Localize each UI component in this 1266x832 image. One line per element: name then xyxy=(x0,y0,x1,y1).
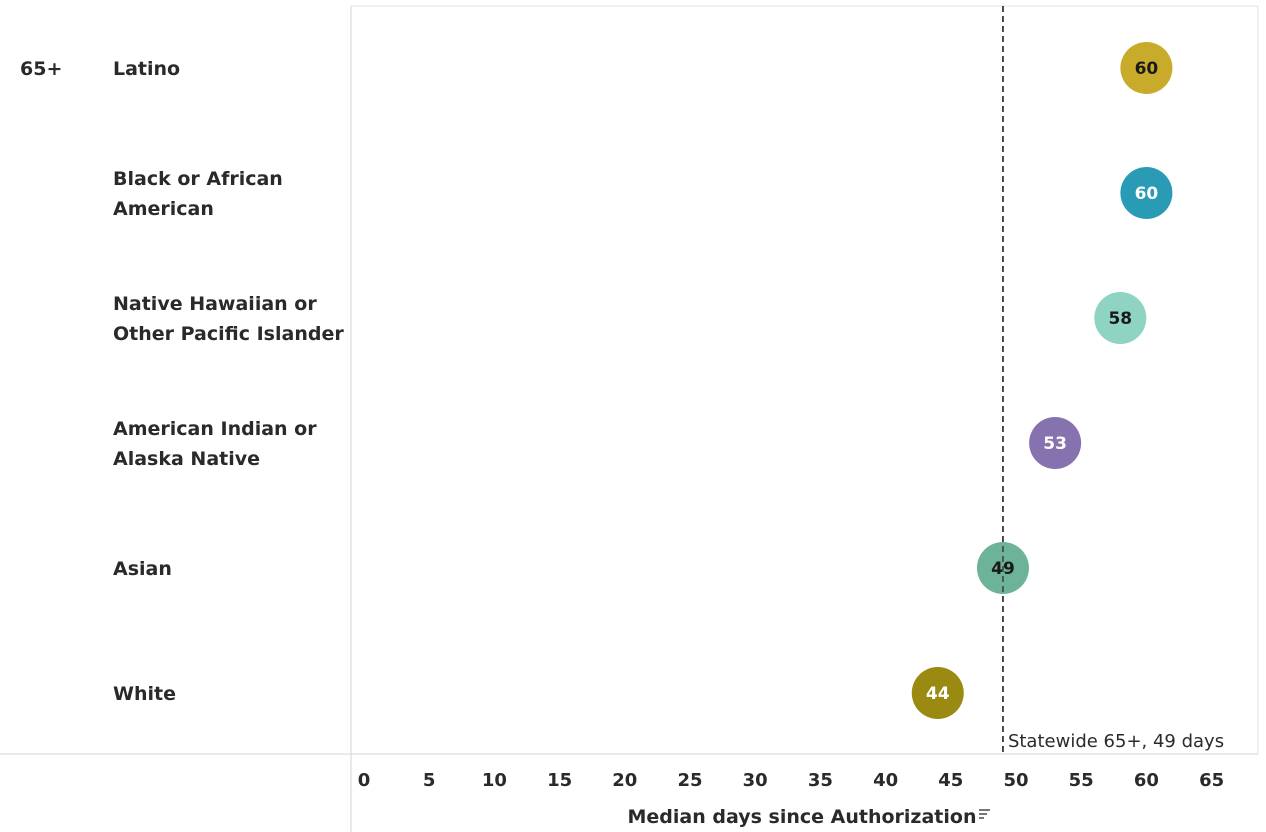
data-point xyxy=(911,667,964,719)
x-axis: 0 5 10 15 20 25 30 35 40 45 50 55 60 65 Median days si… xyxy=(358,770,1224,828)
group-label: 65+ xyxy=(20,58,62,80)
data-point xyxy=(1094,292,1147,344)
x-tick-label: 60 xyxy=(1134,770,1159,791)
row-labels: 65+ Latino Black or African American Native … xyxy=(20,58,344,705)
data-point xyxy=(1120,167,1173,219)
category-label: Other Pacific Islander xyxy=(113,323,344,345)
x-tick-label: 30 xyxy=(743,770,768,791)
x-tick-label: 25 xyxy=(677,770,702,791)
category-label: White xyxy=(113,683,176,705)
x-tick-label: 50 xyxy=(1003,770,1028,791)
data-point xyxy=(1029,417,1082,469)
reference-line-label: Statewide 65+, 49 days xyxy=(1008,731,1224,752)
category-label: Asian xyxy=(113,558,172,580)
category-label: Latino xyxy=(113,58,180,80)
data-label: 60 xyxy=(1135,184,1159,204)
data-label: 60 xyxy=(1135,59,1159,79)
category-label: Alaska Native xyxy=(113,448,260,470)
data-label: 44 xyxy=(926,684,950,704)
x-tick-label: 5 xyxy=(423,770,436,791)
data-label: 53 xyxy=(1043,434,1067,454)
x-tick-label: 65 xyxy=(1199,770,1224,791)
x-tick-label: 15 xyxy=(547,770,572,791)
data-label: 58 xyxy=(1108,309,1132,329)
category-label: Black or African xyxy=(113,168,283,190)
x-tick-label: 0 xyxy=(358,770,371,791)
sort-icon xyxy=(979,809,990,819)
category-label: American xyxy=(113,198,214,220)
x-tick-label: 45 xyxy=(938,770,963,791)
category-label: American Indian or xyxy=(113,418,317,440)
x-tick-label: 40 xyxy=(873,770,898,791)
x-axis-title: Median days since Authorization xyxy=(628,806,977,828)
x-tick-label: 55 xyxy=(1069,770,1094,791)
category-label: Native Hawaiian or xyxy=(113,293,317,315)
x-tick-label: 10 xyxy=(482,770,507,791)
data-point xyxy=(1120,42,1173,94)
x-tick-label: 35 xyxy=(808,770,833,791)
x-tick-label: 20 xyxy=(612,770,637,791)
